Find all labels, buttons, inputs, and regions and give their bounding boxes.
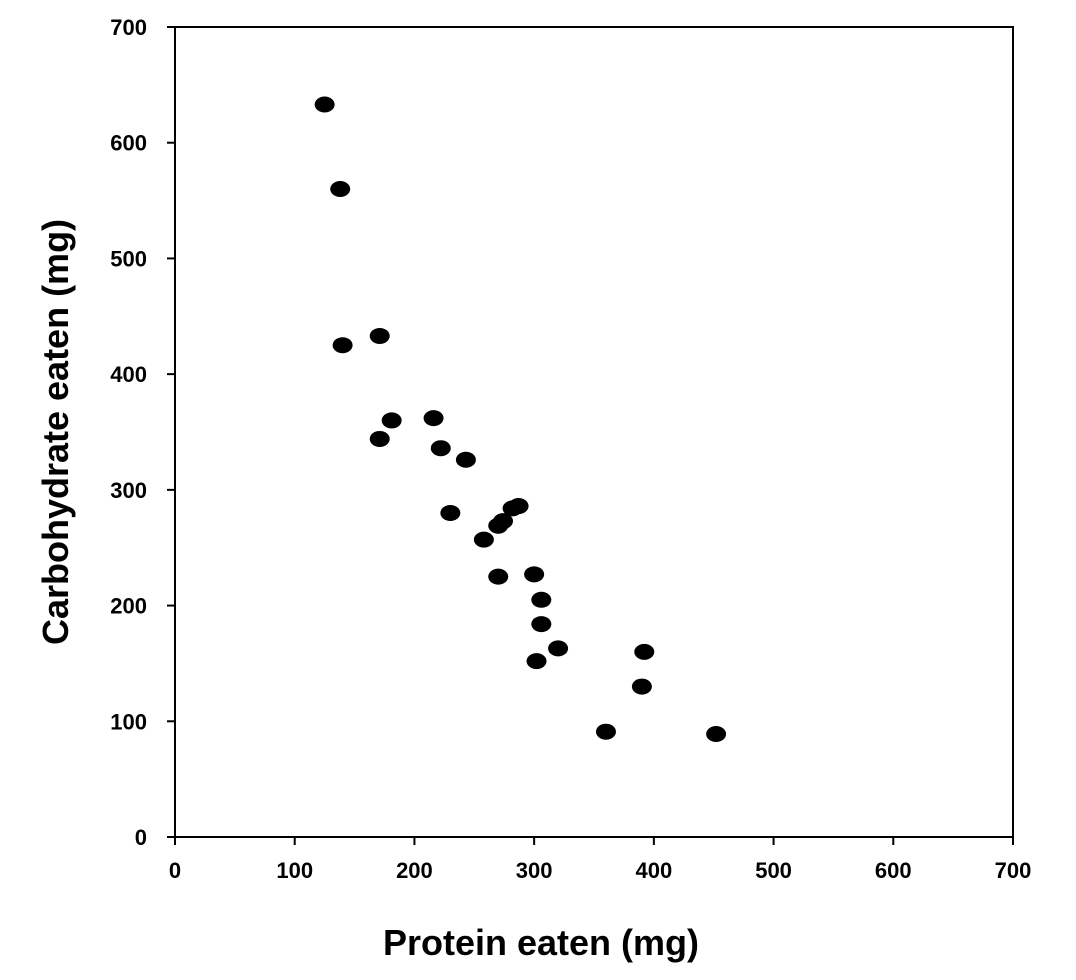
data-point — [493, 513, 514, 530]
data-point — [330, 181, 351, 197]
data-point — [332, 337, 353, 354]
x-tick-label: 700 — [995, 858, 1032, 883]
y-tick-label: 400 — [110, 362, 147, 387]
data-point — [423, 410, 444, 427]
y-axis-title: Carbohydrate eaten (mg) — [35, 219, 76, 645]
data-point — [473, 531, 494, 548]
data-point — [595, 723, 616, 740]
data-point — [381, 412, 402, 429]
data-point — [634, 643, 655, 660]
y-axis-ticks: 0 100 200 300 400 500 600 700 — [110, 15, 175, 850]
x-tick-label: 600 — [875, 858, 912, 883]
y-tick-label: 700 — [110, 15, 147, 40]
x-tick-label: 300 — [516, 858, 553, 883]
data-point — [508, 498, 529, 515]
y-tick-label: 600 — [110, 131, 147, 156]
data-point — [369, 430, 390, 447]
data-points — [314, 96, 727, 743]
data-point — [524, 566, 545, 583]
data-point — [706, 726, 727, 743]
y-tick-label: 100 — [110, 709, 147, 734]
data-point — [430, 440, 451, 457]
data-point — [488, 568, 509, 585]
y-tick-label: 200 — [110, 594, 147, 619]
data-point — [369, 327, 390, 344]
data-point — [440, 505, 461, 521]
data-point — [548, 640, 569, 657]
x-tick-label: 500 — [755, 858, 792, 883]
data-point — [455, 451, 476, 468]
data-point — [314, 96, 335, 113]
x-axis-title: Protein eaten (mg) — [383, 922, 699, 963]
x-tick-label: 100 — [276, 858, 313, 883]
data-point — [531, 616, 552, 633]
plot-area-frame — [174, 26, 1014, 838]
y-tick-label: 500 — [110, 246, 147, 271]
data-point — [526, 653, 547, 670]
y-tick-label: 0 — [135, 825, 147, 850]
x-tick-label: 0 — [169, 858, 181, 883]
x-tick-label: 200 — [396, 858, 433, 883]
data-point — [631, 678, 652, 695]
data-point — [531, 591, 552, 608]
x-axis-ticks: 0 100 200 300 400 500 600 700 — [169, 837, 1031, 883]
x-tick-label: 400 — [635, 858, 672, 883]
y-tick-label: 300 — [110, 478, 147, 503]
